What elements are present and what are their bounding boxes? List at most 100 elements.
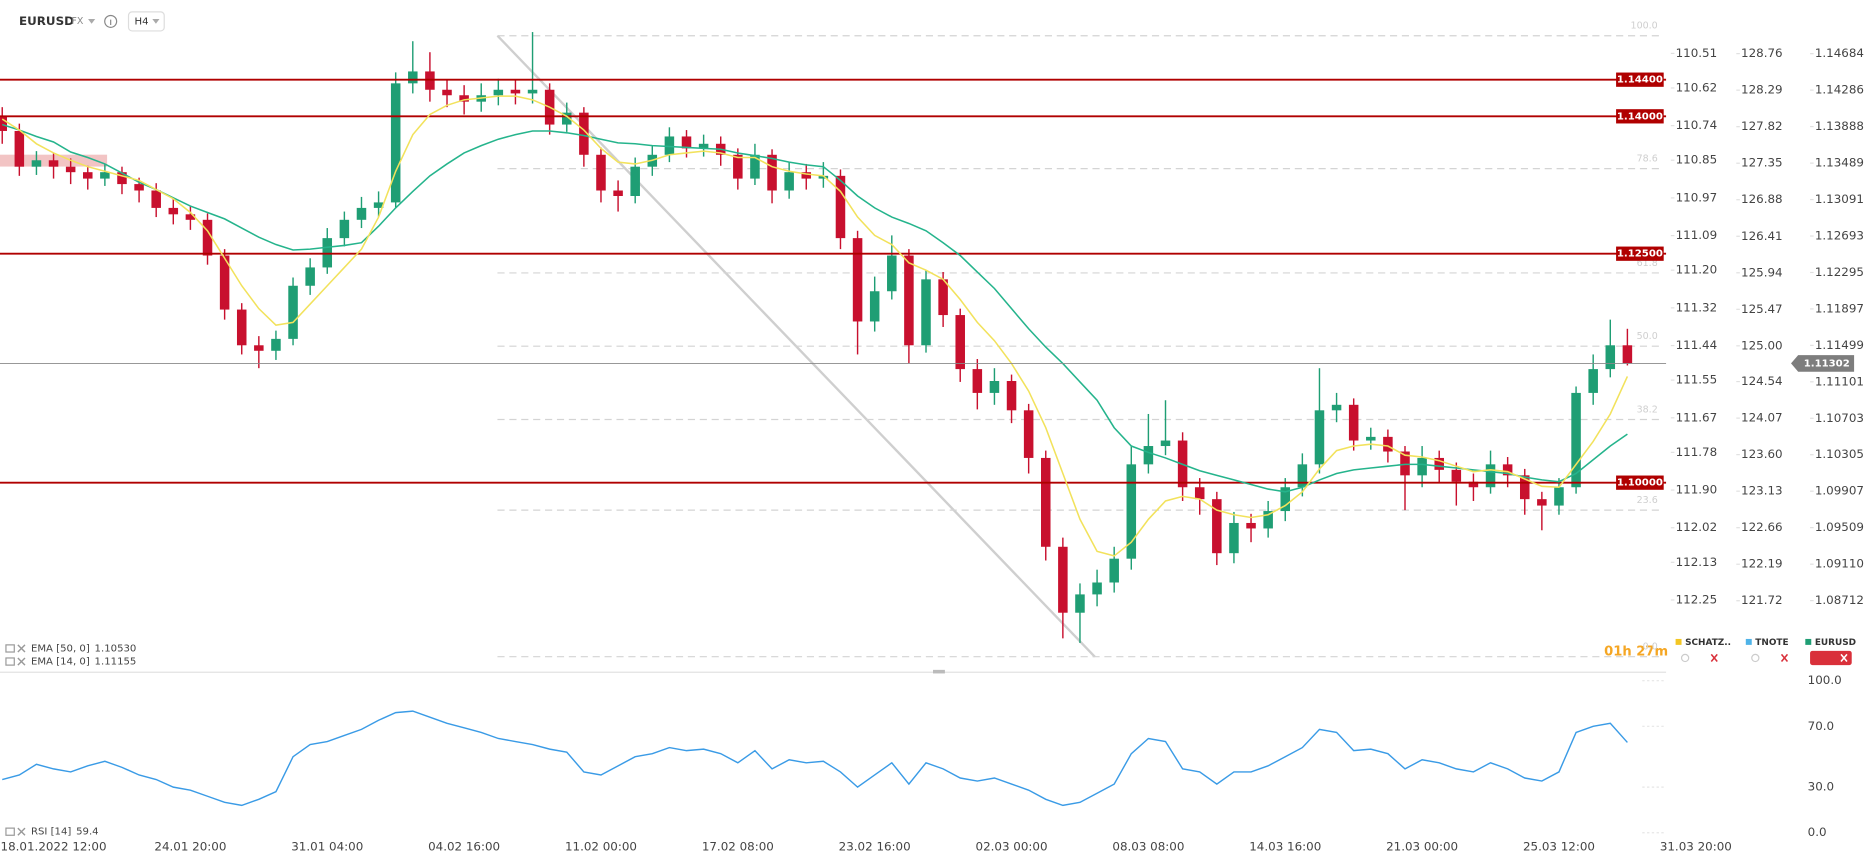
compare-eye[interactable] (1751, 653, 1760, 663)
rsi-tick-label: 30.0 (1808, 780, 1834, 794)
panel-resize-handle[interactable] (933, 669, 945, 674)
candle-body (938, 279, 948, 316)
candle-body (1194, 487, 1205, 500)
compare-name[interactable]: SCHATZ.. (1685, 638, 1731, 648)
y-tick-label: 112.25 (1676, 592, 1718, 606)
candle-body (117, 172, 127, 185)
candle-body (219, 255, 230, 310)
compare-swatch (1745, 638, 1752, 645)
y-tick-label: 111.67 (1676, 410, 1718, 424)
compare-remove[interactable] (1710, 653, 1718, 663)
y-tick-label: 1.13091 (1815, 192, 1864, 206)
y-tick-label: 128.29 (1741, 83, 1783, 97)
candle-body (801, 172, 812, 179)
level-label: 1.12500 (1617, 249, 1663, 260)
compare-remove[interactable] (1780, 653, 1789, 663)
candle-body (134, 184, 144, 191)
candle-body (835, 175, 846, 239)
candle-body (1006, 381, 1017, 411)
candle-body (1519, 475, 1530, 500)
candle-body (1451, 469, 1462, 482)
compare-swatch (1675, 638, 1682, 645)
last-price-label: 1.11302 (1804, 358, 1850, 369)
candle-body (698, 143, 709, 149)
y-tick-label: 110.74 (1676, 118, 1718, 132)
x-tick-label: 25.03 12:00 (1523, 840, 1595, 854)
compare-name[interactable]: TNOTE (1755, 638, 1788, 648)
candle-body (459, 95, 469, 102)
candle-body (887, 255, 897, 292)
y-tick-label: 1.08712 (1815, 593, 1864, 607)
candle-body (305, 267, 315, 286)
candle-body (168, 207, 179, 215)
candle-body (356, 207, 367, 220)
candle-body (1263, 511, 1273, 529)
x-tick-label: 31.01 04:00 (291, 840, 363, 854)
candle-body (1468, 481, 1479, 488)
y-tick-label: 1.11499 (1815, 338, 1864, 352)
level-tag (1616, 109, 1664, 124)
candle-body (271, 338, 281, 351)
candle-body (767, 154, 777, 191)
candle-body (1040, 457, 1051, 547)
compare-remove[interactable] (1840, 653, 1848, 663)
legend-remove[interactable] (17, 827, 26, 836)
level-tag (1616, 475, 1664, 490)
legend-icon[interactable] (5, 827, 15, 836)
legend-icon[interactable] (5, 657, 15, 666)
candle-body (579, 112, 589, 155)
y-tick-label: 110.62 (1676, 80, 1718, 94)
candle-body (493, 89, 504, 96)
x-tick-label: 21.03 00:00 (1386, 840, 1458, 854)
legend-entry: EMA [14, 0] 1.11155 (31, 657, 136, 668)
symbol[interactable]: EURUSD (19, 14, 74, 28)
market: FX (71, 16, 83, 27)
timeframe-dropdown[interactable] (152, 19, 160, 24)
compare-active[interactable] (1810, 650, 1852, 666)
legend-remove[interactable] (17, 657, 26, 666)
candle-body (852, 238, 863, 322)
candle-body (921, 279, 931, 346)
y-tick-label: 111.78 (1676, 445, 1718, 459)
compare-eye[interactable] (1680, 653, 1690, 663)
y-tick-label: 1.14286 (1815, 83, 1864, 97)
candle-body (0, 116, 7, 131)
y-tick-label: 111.32 (1676, 300, 1718, 314)
candle-body (818, 175, 829, 179)
x-tick-label: 08.03 08:00 (1112, 840, 1184, 854)
y-tick-label: 111.44 (1676, 338, 1718, 352)
y-tick-label: 111.09 (1676, 228, 1718, 242)
candle-body (733, 154, 743, 179)
x-tick-label: 24.01 20:00 (154, 840, 226, 854)
ema-line (2, 123, 1628, 493)
candle-body (31, 160, 42, 167)
candle-body (750, 154, 760, 179)
candle-body (202, 219, 213, 256)
candle-body (65, 166, 76, 173)
legend-remove[interactable] (17, 644, 26, 653)
candle-body (1537, 499, 1547, 506)
level-label: 1.10000 (1617, 478, 1663, 489)
y-tick-label: 125.94 (1741, 265, 1783, 279)
candle-body (1075, 594, 1085, 613)
candle-body (562, 112, 572, 125)
y-tick-label: 124.07 (1741, 411, 1783, 425)
candle-body (1571, 392, 1581, 488)
legend-icon[interactable] (5, 644, 15, 653)
legend-name: EMA [50, 0] (31, 643, 90, 654)
legend-name: EMA [14, 0] (31, 657, 90, 668)
x-tick-label: 18.01.2022 12:00 (1, 840, 107, 854)
y-tick-label: 111.55 (1676, 373, 1718, 387)
info-icon[interactable] (104, 14, 118, 28)
y-tick-label: 1.09509 (1815, 520, 1864, 534)
compare-name[interactable]: EURUSD (1815, 638, 1856, 648)
timeframe[interactable]: H4 (134, 16, 148, 27)
candle-body (681, 136, 692, 149)
candle-body (869, 291, 880, 322)
candle-body (1588, 369, 1598, 393)
market-dropdown[interactable] (88, 19, 96, 24)
timeframe-box[interactable] (127, 11, 165, 32)
candle-body (784, 172, 794, 191)
candle-body (1058, 546, 1068, 613)
candle-body (630, 166, 640, 196)
